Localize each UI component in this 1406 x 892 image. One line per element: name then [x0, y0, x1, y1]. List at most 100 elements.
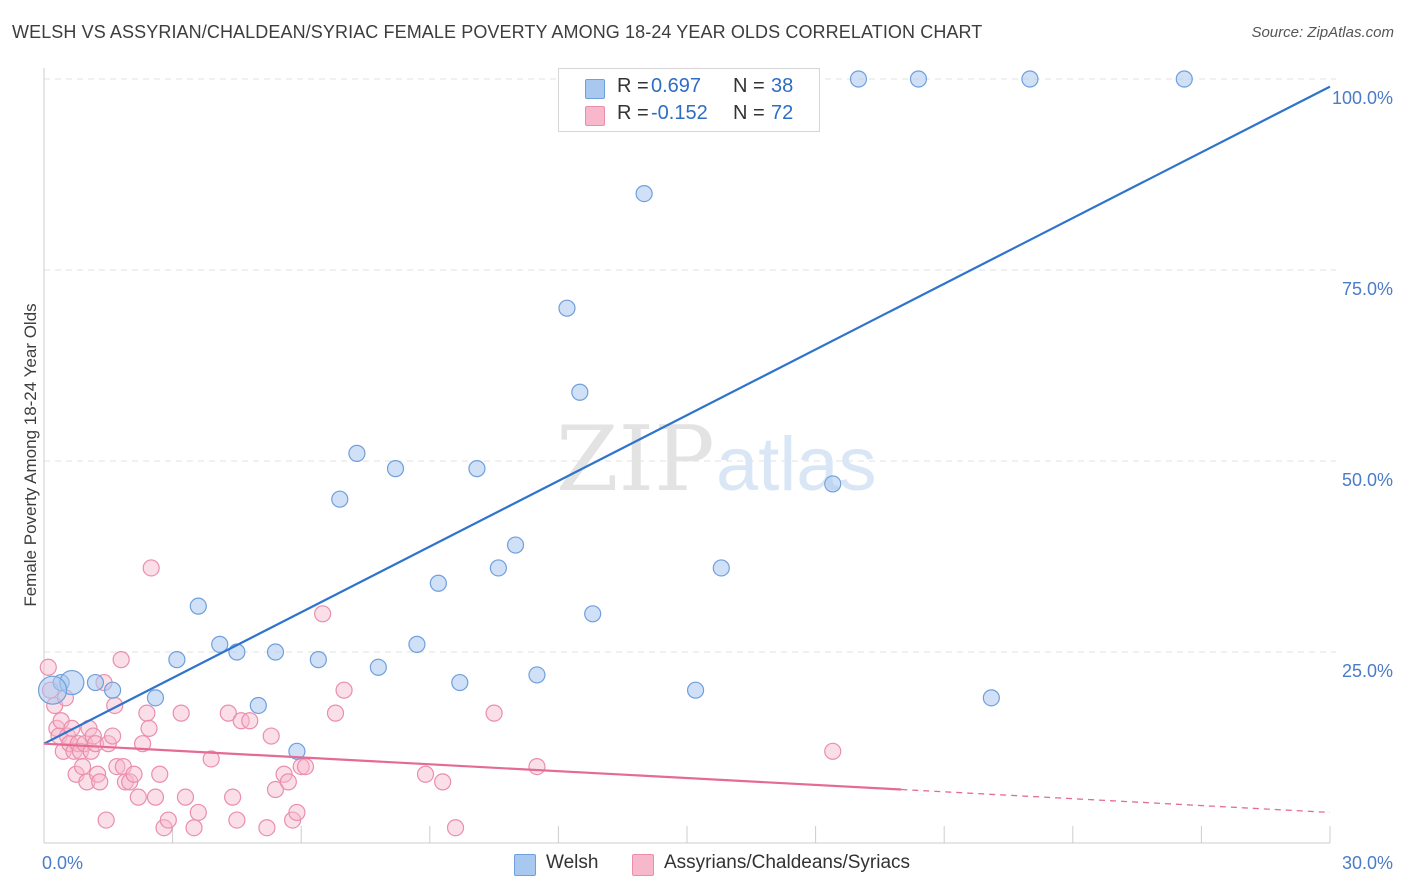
welsh-point	[982, 689, 1000, 707]
assyrian-point	[434, 773, 452, 791]
y-tick-label: 100.0%	[1332, 88, 1393, 108]
welsh-point	[103, 681, 122, 699]
assyrian-point	[335, 681, 353, 699]
assyrian-point	[129, 788, 147, 806]
assyrian-point	[314, 605, 332, 623]
assyrian-point	[219, 704, 237, 722]
legend-n-label: N =	[733, 102, 765, 124]
assyrian-point	[228, 811, 246, 829]
assyrian-point	[189, 803, 207, 822]
y-tick-label: 50.0%	[1342, 470, 1393, 490]
assyrian-trend-line-dashed	[901, 788, 1331, 814]
welsh-point	[909, 70, 928, 88]
bottom-legend-swatch	[632, 854, 654, 876]
assyrian-point	[528, 757, 546, 776]
legend-r-label: R =	[617, 75, 649, 97]
welsh-point	[288, 742, 306, 760]
watermark-atlas: atlas	[716, 422, 877, 507]
assyrian-point	[39, 658, 57, 676]
welsh-point	[468, 460, 486, 478]
welsh-point	[1175, 70, 1193, 88]
trend-lines	[43, 85, 1331, 814]
assyrian-point	[185, 819, 203, 837]
assyrian-point	[138, 704, 156, 722]
welsh-point	[429, 574, 447, 592]
legend-swatch-assyrian	[585, 106, 605, 126]
assyrian-point	[112, 651, 130, 669]
welsh-point	[309, 651, 327, 669]
assyrian-point	[326, 704, 345, 722]
assyrian-point	[224, 788, 242, 806]
welsh-points	[37, 70, 1193, 760]
y-tick-label: 25.0%	[1342, 661, 1393, 681]
source-label: Source: ZipAtlas.com	[1251, 24, 1394, 41]
legend-n-label: N =	[733, 75, 765, 97]
bottom-legend-swatch	[514, 854, 536, 876]
welsh-point	[189, 597, 207, 615]
assyrian-point	[172, 704, 190, 722]
welsh-point	[86, 673, 105, 692]
welsh-point	[348, 444, 366, 462]
y-tick-label: 75.0%	[1342, 279, 1393, 299]
welsh-point	[584, 605, 602, 623]
assyrian-point	[485, 704, 503, 722]
assyrian-point	[108, 757, 126, 776]
welsh-point	[635, 185, 653, 203]
welsh-point	[266, 643, 285, 661]
legend-n-value: 72	[771, 102, 794, 124]
x-tick-label: 0.0%	[42, 853, 83, 873]
welsh-point	[146, 689, 165, 707]
welsh-point	[369, 658, 387, 676]
welsh-point	[168, 651, 186, 669]
assyrian-point	[241, 712, 259, 730]
y-axis-label: Female Poverty Among 18-24 Year Olds	[21, 303, 40, 606]
x-tick-label: 30.0%	[1342, 853, 1393, 873]
axes	[43, 68, 1331, 844]
assyrian-point	[146, 788, 165, 806]
assyrian-point	[202, 750, 220, 768]
assyrian-point	[159, 811, 177, 829]
welsh-trend-line	[43, 85, 1331, 745]
assyrian-trend-line	[43, 742, 902, 791]
assyrian-point	[125, 765, 143, 783]
assyrian-point	[258, 819, 276, 837]
assyrian-point	[140, 719, 158, 738]
welsh-point	[386, 460, 405, 478]
legend-r-label: R =	[617, 102, 649, 124]
welsh-point	[558, 299, 576, 317]
welsh-point	[849, 70, 868, 88]
welsh-point	[824, 475, 842, 493]
assyrian-point	[97, 811, 115, 829]
assyrian-point	[176, 788, 195, 806]
correlation-legend: R = 0.697 N = 38 R = -0.152 N = 72	[558, 68, 820, 132]
assyrian-point	[416, 765, 435, 783]
grid	[44, 78, 1336, 653]
assyrian-point	[296, 757, 315, 776]
legend-r-value: -0.152	[651, 102, 708, 124]
welsh-point	[686, 681, 705, 699]
assyrian-point	[73, 757, 92, 776]
assyrian-point	[142, 559, 160, 577]
chart-title: WELSH VS ASSYRIAN/CHALDEAN/SYRIAC FEMALE…	[12, 22, 983, 42]
assyrian-point	[262, 727, 280, 745]
bottom-legend-label: Assyrians/Chaldeans/Syriacs	[664, 852, 911, 873]
welsh-point	[37, 675, 68, 705]
assyrian-point	[151, 765, 169, 783]
welsh-point	[451, 673, 469, 692]
welsh-point	[506, 536, 525, 554]
y-ticks: 25.0% 50.0% 75.0% 100.0%	[1332, 88, 1393, 681]
assyrian-point	[266, 780, 285, 799]
assyrian-point	[279, 773, 297, 791]
watermark-zip: ZIP	[556, 407, 715, 512]
bottom-legend-label: Welsh	[546, 852, 599, 873]
assyrian-point	[288, 803, 306, 822]
welsh-point	[331, 490, 349, 508]
assyrian-point	[103, 727, 122, 745]
welsh-point	[228, 643, 246, 661]
welsh-point	[211, 635, 229, 653]
assyrian-point	[446, 819, 465, 837]
welsh-point	[528, 666, 546, 684]
welsh-point	[571, 383, 589, 401]
assyrian-point	[91, 773, 109, 791]
